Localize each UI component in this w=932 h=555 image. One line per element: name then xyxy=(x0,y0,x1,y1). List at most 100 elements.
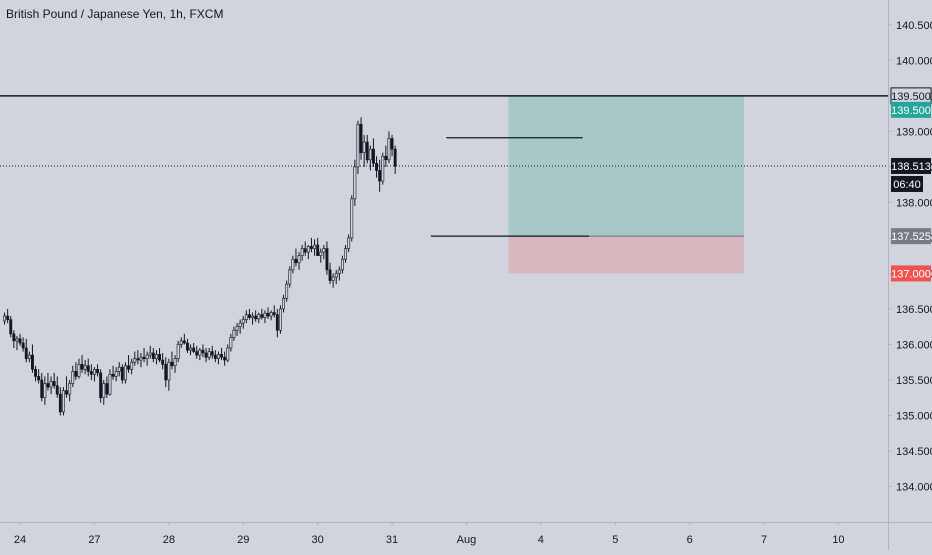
candle xyxy=(210,345,214,359)
candle-body xyxy=(291,258,295,271)
candle xyxy=(260,308,264,320)
candle-body xyxy=(220,354,223,358)
candle-body xyxy=(331,276,335,281)
candle xyxy=(15,335,19,351)
candle-body xyxy=(257,314,261,320)
x-tick-label: 7 xyxy=(761,534,767,546)
candle xyxy=(350,195,354,242)
candle-body xyxy=(21,342,25,349)
candle-body xyxy=(55,385,59,395)
candle-body xyxy=(24,347,28,359)
candle-body xyxy=(381,155,385,182)
candle-body xyxy=(204,352,208,358)
candle xyxy=(65,376,69,398)
x-tick-label: 28 xyxy=(163,534,175,546)
price-badge-stop: 137.000 xyxy=(891,265,931,282)
candle xyxy=(133,351,137,366)
candle xyxy=(340,255,344,274)
candle-body xyxy=(213,354,217,359)
y-tick-label: 134.000 xyxy=(896,481,932,493)
candle-body xyxy=(40,379,44,399)
candle-body xyxy=(378,170,382,182)
candle xyxy=(303,241,307,256)
candle xyxy=(61,387,65,416)
candle-body xyxy=(86,365,90,372)
candle-body xyxy=(313,244,316,249)
candle-body xyxy=(52,381,56,386)
candle-body xyxy=(99,372,103,399)
candle-body xyxy=(27,354,31,359)
candle-body xyxy=(297,255,301,264)
candle xyxy=(300,245,304,261)
candle-body xyxy=(337,269,341,274)
candle xyxy=(309,237,313,253)
candle-body xyxy=(319,251,323,256)
candle xyxy=(344,245,347,263)
candle-body xyxy=(266,312,270,317)
price-badge-label: 139.500 xyxy=(891,105,931,117)
candle-body xyxy=(114,371,118,377)
candle-body xyxy=(198,349,202,356)
candle xyxy=(120,364,124,384)
candle-body xyxy=(164,364,168,381)
candle-body xyxy=(275,314,279,331)
candle-body xyxy=(238,322,242,327)
candle-body xyxy=(179,340,183,345)
x-tick-label: 5 xyxy=(612,534,618,546)
candle xyxy=(189,344,192,356)
candle xyxy=(266,307,270,319)
candle-body xyxy=(124,365,127,381)
price-badge-bg xyxy=(891,101,931,118)
candle xyxy=(9,316,13,338)
candle xyxy=(288,266,292,288)
candle-body xyxy=(350,198,354,239)
candle xyxy=(371,138,375,167)
chart-title: British Pound / Japanese Yen, 1h, FXCM xyxy=(6,7,224,21)
candle-body xyxy=(34,369,38,377)
candle-body xyxy=(158,354,161,361)
candle-body xyxy=(334,273,338,278)
candle-body xyxy=(278,308,282,331)
candle-body xyxy=(65,390,69,395)
candle xyxy=(319,248,323,263)
candle-body xyxy=(285,283,289,299)
candle xyxy=(353,159,357,206)
candle xyxy=(71,365,75,388)
candle xyxy=(83,360,87,375)
y-tick-label: 136.000 xyxy=(896,339,932,351)
candle-body xyxy=(130,361,134,370)
candle-body xyxy=(303,248,307,253)
candle-body xyxy=(108,373,112,395)
candle-body xyxy=(229,337,233,349)
x-tick-label: 6 xyxy=(687,534,693,546)
candle-body xyxy=(58,393,62,413)
candle-body xyxy=(340,258,344,271)
candle xyxy=(217,351,220,365)
time-axis[interactable]: 24 27 28 29 30 31 Aug 4 5 6 7 10 xyxy=(14,522,845,546)
candle xyxy=(272,305,276,318)
candle xyxy=(111,365,115,380)
candle xyxy=(127,355,131,373)
candle-body xyxy=(6,315,10,320)
candle xyxy=(285,280,289,302)
candle xyxy=(347,234,351,253)
candle xyxy=(275,308,279,338)
candle-body xyxy=(359,123,363,153)
candle xyxy=(368,145,372,171)
candle xyxy=(220,348,223,361)
candle xyxy=(291,255,295,274)
candle xyxy=(238,319,242,334)
candle-body xyxy=(362,141,366,153)
candle xyxy=(282,294,285,313)
x-tick-label: Aug xyxy=(457,534,477,546)
candle-body xyxy=(309,246,313,249)
candle-body xyxy=(111,373,115,377)
candle-body xyxy=(102,383,106,399)
candle-body xyxy=(145,354,149,359)
candle xyxy=(3,312,7,325)
y-tick-label: 135.500 xyxy=(896,375,932,387)
candle xyxy=(362,134,366,167)
price-badge-bg xyxy=(891,265,931,282)
